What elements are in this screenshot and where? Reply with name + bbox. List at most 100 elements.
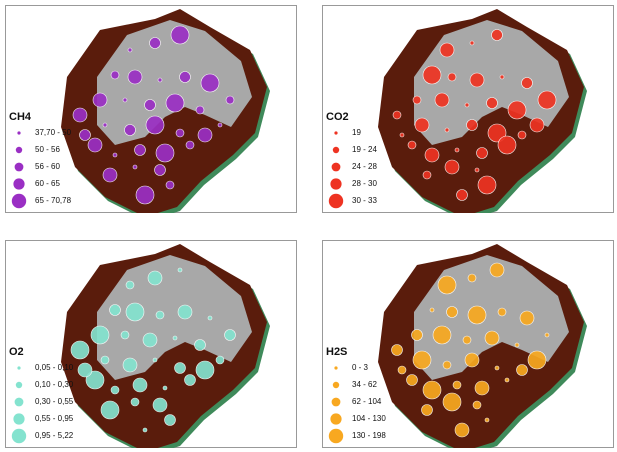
sample-point bbox=[123, 98, 127, 102]
sample-point bbox=[166, 94, 184, 112]
sample-point bbox=[178, 305, 192, 319]
sample-point bbox=[218, 123, 222, 127]
sample-point bbox=[73, 108, 87, 122]
legend-label: 0 - 3 bbox=[352, 363, 369, 372]
sample-point bbox=[125, 125, 136, 136]
sample-point bbox=[91, 326, 109, 344]
sample-point bbox=[528, 351, 546, 369]
sample-point bbox=[156, 144, 174, 162]
sample-point bbox=[443, 361, 451, 369]
sample-point bbox=[198, 128, 212, 142]
sample-point bbox=[448, 73, 456, 81]
sample-point bbox=[440, 43, 454, 57]
legend-title: CO2 bbox=[326, 111, 349, 123]
sample-point bbox=[133, 378, 147, 392]
legend-symbol bbox=[13, 178, 24, 189]
sample-point bbox=[422, 405, 433, 416]
sample-point bbox=[477, 148, 488, 159]
sample-point bbox=[412, 330, 423, 341]
sample-point bbox=[415, 118, 429, 132]
legend-label: 56 - 60 bbox=[35, 162, 60, 171]
legend-label: 130 - 198 bbox=[352, 431, 386, 440]
sample-point bbox=[423, 171, 431, 179]
sample-point bbox=[465, 103, 469, 107]
sample-point bbox=[475, 168, 479, 172]
sample-point bbox=[468, 274, 476, 282]
legend-symbol bbox=[12, 429, 26, 443]
sample-point bbox=[171, 26, 189, 44]
sample-point bbox=[225, 330, 236, 341]
legend-symbol bbox=[16, 147, 22, 153]
sample-point bbox=[133, 165, 137, 169]
sample-point bbox=[103, 123, 107, 127]
legend-label: 0,10 - 0,30 bbox=[35, 380, 74, 389]
legend-label: 37,70 - 50 bbox=[35, 128, 72, 137]
sample-point bbox=[131, 398, 139, 406]
sample-point bbox=[498, 136, 516, 154]
sample-point bbox=[226, 96, 234, 104]
legend-label: 19 - 24 bbox=[352, 145, 377, 154]
sample-point bbox=[492, 30, 503, 41]
sample-point bbox=[111, 71, 119, 79]
legend-symbol bbox=[333, 382, 339, 388]
legend-symbol bbox=[332, 398, 341, 407]
sample-point bbox=[400, 133, 404, 137]
sample-point bbox=[517, 365, 528, 376]
sample-point bbox=[216, 356, 224, 364]
sample-point bbox=[433, 326, 451, 344]
sample-point bbox=[143, 428, 147, 432]
sample-point bbox=[413, 96, 421, 104]
legend-label: 50 - 56 bbox=[35, 145, 60, 154]
legend-label: 60 - 65 bbox=[35, 179, 60, 188]
sample-point bbox=[201, 74, 219, 92]
legend-symbol bbox=[16, 382, 22, 388]
legend-label: 65 - 70,78 bbox=[35, 196, 72, 205]
sample-point bbox=[407, 375, 418, 386]
sample-point bbox=[71, 341, 89, 359]
sample-point bbox=[445, 128, 449, 132]
sample-point bbox=[423, 381, 441, 399]
legend-symbol bbox=[13, 413, 24, 424]
sample-point bbox=[153, 358, 157, 362]
legend-title: O2 bbox=[9, 346, 24, 358]
legend-symbol bbox=[333, 147, 339, 153]
sample-point bbox=[135, 145, 146, 156]
sample-point bbox=[113, 153, 117, 157]
sample-point bbox=[145, 100, 156, 111]
legend-label: 0,05 - 0,10 bbox=[35, 363, 74, 372]
legend-symbol bbox=[330, 178, 341, 189]
sample-point bbox=[475, 381, 489, 395]
sample-point bbox=[126, 281, 134, 289]
sample-point bbox=[485, 418, 489, 422]
sample-point bbox=[101, 401, 119, 419]
sample-point bbox=[111, 386, 119, 394]
sample-point bbox=[515, 343, 519, 347]
sample-point bbox=[435, 93, 449, 107]
legend-symbol bbox=[15, 163, 24, 172]
sample-point bbox=[143, 333, 157, 347]
legend-symbol bbox=[332, 163, 341, 172]
sample-point bbox=[196, 106, 204, 114]
legend-symbol bbox=[15, 398, 24, 407]
legend-label: 0,30 - 0,55 bbox=[35, 397, 74, 406]
sample-point bbox=[195, 340, 206, 351]
sample-point bbox=[175, 363, 186, 374]
sample-point bbox=[500, 75, 504, 79]
sample-point bbox=[88, 138, 102, 152]
sample-point bbox=[176, 129, 184, 137]
sample-point bbox=[478, 176, 496, 194]
legend-title: H2S bbox=[326, 346, 347, 358]
sample-point bbox=[166, 181, 174, 189]
sample-point bbox=[180, 72, 191, 83]
sample-point bbox=[156, 311, 164, 319]
legend-symbol bbox=[330, 413, 341, 424]
legend-label: 30 - 33 bbox=[352, 196, 377, 205]
sample-point bbox=[413, 351, 431, 369]
sample-point bbox=[518, 131, 526, 139]
legend-title: CH4 bbox=[9, 111, 32, 123]
sample-point bbox=[455, 423, 469, 437]
sample-point bbox=[173, 336, 177, 340]
sample-point bbox=[392, 345, 403, 356]
sample-point bbox=[163, 386, 167, 390]
